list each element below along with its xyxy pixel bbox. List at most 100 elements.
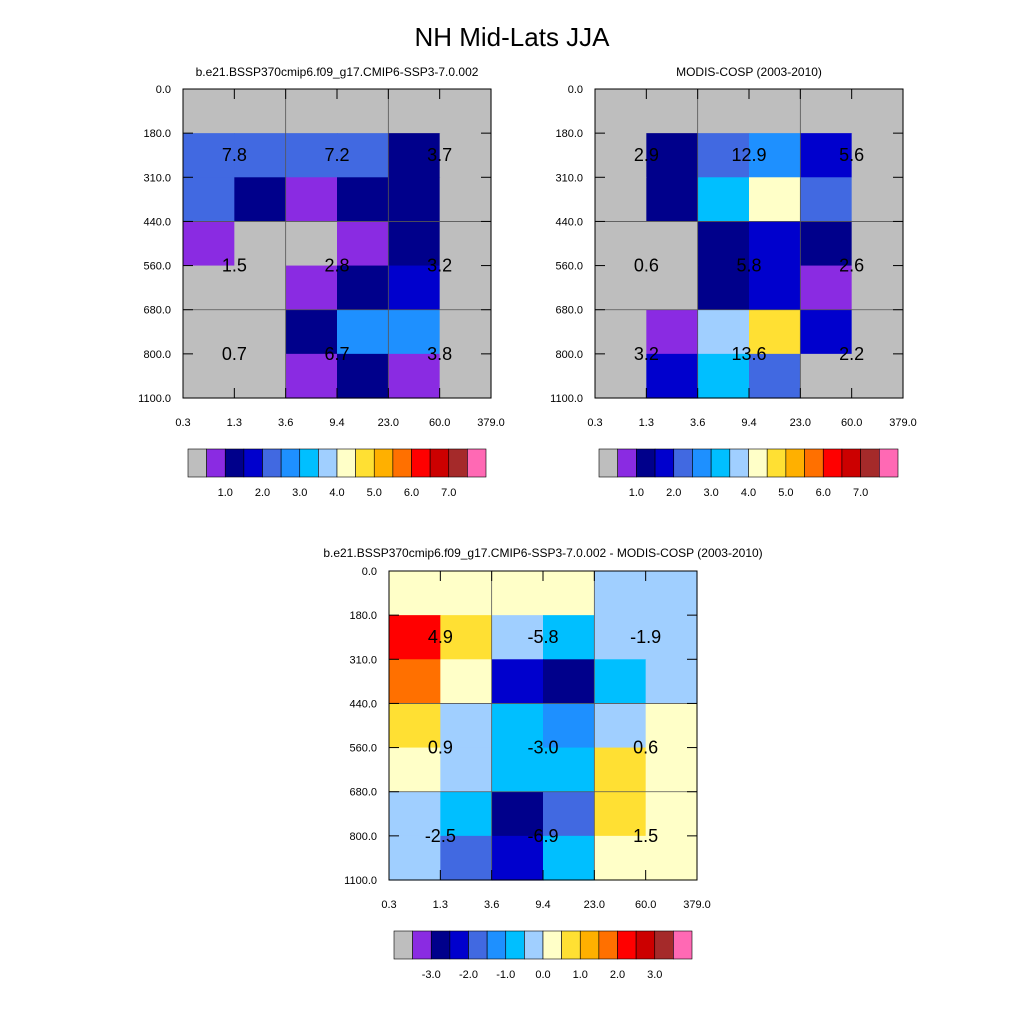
heatmap-cell bbox=[234, 89, 287, 134]
colorbar-label: -1.0 bbox=[496, 969, 515, 981]
heatmap-cell bbox=[183, 265, 235, 311]
heatmap-cell bbox=[285, 133, 338, 178]
heatmap-cell bbox=[697, 89, 750, 134]
heatmap-cell bbox=[543, 571, 595, 616]
heatmap-cell bbox=[800, 265, 853, 311]
colorbar-swatch bbox=[468, 930, 488, 960]
cell-value-label: 12.9 bbox=[731, 145, 766, 165]
heatmap-cell bbox=[183, 309, 235, 355]
heatmap-cell bbox=[646, 265, 699, 311]
heatmap-cell bbox=[749, 89, 801, 134]
colorbar-label: 1.0 bbox=[218, 487, 233, 499]
heatmap-cell bbox=[285, 89, 338, 134]
heatmap-cell bbox=[594, 659, 647, 705]
cell-value-label: 5.6 bbox=[839, 145, 864, 165]
heatmap-cell bbox=[594, 571, 647, 616]
x-tick-label: 60.0 bbox=[635, 899, 656, 911]
colorbar-swatch bbox=[355, 448, 375, 478]
heatmap-cell bbox=[388, 133, 441, 178]
colorbar-swatch bbox=[561, 930, 581, 960]
colorbar-swatch bbox=[636, 448, 656, 478]
colorbar-swatch bbox=[224, 448, 245, 478]
colorbar-swatch bbox=[411, 448, 431, 478]
colorbar-swatch bbox=[766, 448, 787, 478]
heatmap-cell bbox=[234, 221, 287, 267]
colorbar-swatch bbox=[524, 930, 544, 960]
heatmap-cell bbox=[595, 177, 647, 223]
cell-value-label: 1.5 bbox=[222, 256, 247, 276]
heatmap-cell bbox=[646, 89, 699, 134]
heatmap-cell bbox=[800, 353, 853, 399]
y-tick-label: 440.0 bbox=[349, 698, 377, 710]
heatmap-cell bbox=[851, 309, 904, 355]
cell-value-label: -2.5 bbox=[425, 826, 456, 846]
cell-value-label: -5.8 bbox=[527, 627, 558, 647]
heatmap-cell bbox=[646, 353, 699, 399]
y-tick-label: 680.0 bbox=[143, 305, 171, 317]
heatmap-cell bbox=[183, 177, 235, 223]
cell-value-label: 7.2 bbox=[324, 145, 349, 165]
cell-value-label: 7.8 bbox=[222, 145, 247, 165]
heatmap-cell bbox=[439, 309, 492, 355]
heatmap-cell bbox=[645, 835, 698, 881]
heatmap-cell bbox=[543, 747, 595, 793]
heatmap-cell bbox=[851, 265, 904, 311]
panel-title: b.e21.BSSP370cmip6.f09_g17.CMIP6-SSP3-7.… bbox=[196, 65, 479, 79]
colorbar-swatch bbox=[879, 448, 899, 478]
heatmap-cell bbox=[388, 265, 441, 311]
colorbar-swatch bbox=[542, 930, 562, 960]
heatmap-cell bbox=[491, 747, 544, 793]
colorbar-swatch bbox=[262, 448, 282, 478]
y-tick-label: 180.0 bbox=[143, 128, 171, 140]
cell-value-label: 6.7 bbox=[324, 344, 349, 364]
heatmap-cell bbox=[183, 353, 235, 399]
heatmap-cell bbox=[543, 835, 595, 881]
x-tick-label: 9.4 bbox=[535, 899, 550, 911]
heatmap-cell bbox=[388, 353, 441, 399]
heatmap-cell bbox=[440, 835, 493, 881]
colorbar-label: 3.0 bbox=[647, 969, 662, 981]
panel-title: MODIS-COSP (2003-2010) bbox=[676, 65, 822, 79]
panels: b.e21.BSSP370cmip6.f09_g17.CMIP6-SSP3-7.… bbox=[138, 65, 917, 981]
colorbar-label: 2.0 bbox=[255, 487, 270, 499]
heatmap-cell bbox=[645, 747, 698, 793]
heatmap-cell bbox=[440, 571, 493, 616]
heatmap-cell bbox=[800, 177, 853, 223]
y-tick-label: 0.0 bbox=[362, 566, 377, 578]
heatmap-cell bbox=[285, 221, 338, 267]
y-tick-label: 180.0 bbox=[349, 610, 377, 622]
x-tick-label: 0.3 bbox=[175, 417, 190, 429]
colorbar-swatch bbox=[486, 930, 507, 960]
heatmap-cell bbox=[439, 133, 492, 178]
heatmap-cell bbox=[491, 703, 544, 749]
heatmap-cell bbox=[439, 221, 492, 267]
colorbar-swatch bbox=[635, 930, 656, 960]
heatmap-cell bbox=[697, 221, 750, 267]
heatmap-cell bbox=[388, 177, 441, 223]
heatmap-cell bbox=[595, 89, 647, 134]
x-tick-label: 9.4 bbox=[741, 417, 756, 429]
heatmap-cell bbox=[389, 703, 441, 749]
heatmap-cell bbox=[337, 353, 389, 399]
heatmap-cell bbox=[749, 221, 801, 267]
colorbar-label: 4.0 bbox=[329, 487, 344, 499]
heatmap-cell bbox=[749, 309, 801, 355]
heatmap-cell bbox=[285, 265, 338, 311]
heatmap-cell bbox=[595, 265, 647, 311]
colorbar-swatch bbox=[336, 448, 356, 478]
heatmap-cell bbox=[440, 747, 493, 793]
heatmap-cell bbox=[645, 615, 698, 660]
heatmap-cell bbox=[646, 221, 699, 267]
x-tick-label: 0.3 bbox=[381, 899, 396, 911]
colorbar-swatch bbox=[841, 448, 861, 478]
y-tick-label: 680.0 bbox=[349, 787, 377, 799]
colorbar-label: 2.0 bbox=[666, 487, 681, 499]
colorbar-swatch bbox=[392, 448, 412, 478]
heatmap-cell bbox=[749, 177, 801, 223]
cell-value-label: 0.6 bbox=[634, 256, 659, 276]
heatmap-cell bbox=[389, 791, 441, 837]
y-tick-label: 0.0 bbox=[568, 84, 583, 96]
colorbar-swatch bbox=[243, 448, 263, 478]
heatmap-cell bbox=[183, 221, 235, 267]
x-tick-label: 1.3 bbox=[433, 899, 448, 911]
